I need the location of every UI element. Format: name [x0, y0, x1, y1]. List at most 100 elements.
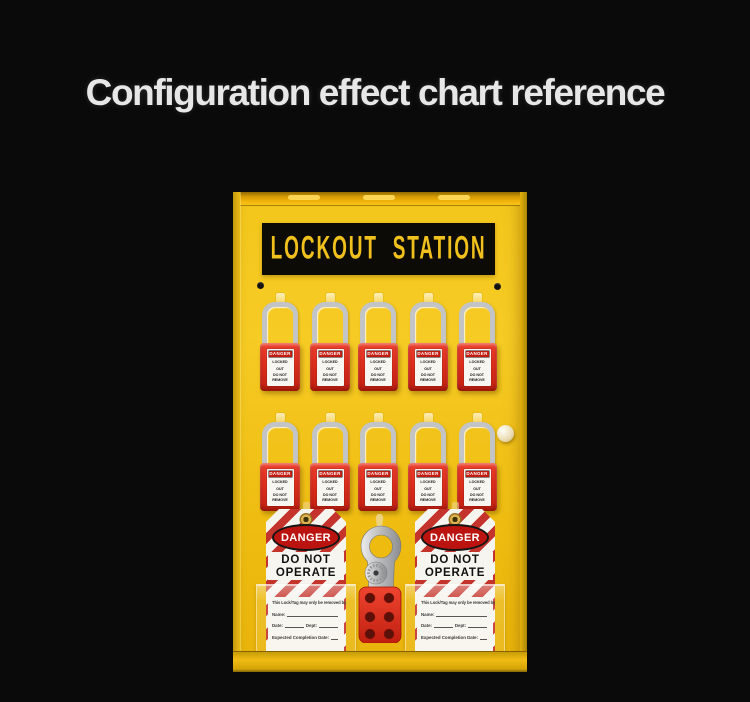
board-top-rail — [233, 192, 527, 205]
padlock-body: DANGER LOCKED OUT DO NOT REMOVE — [260, 343, 300, 391]
write-line — [284, 623, 304, 628]
tag-date-label: Date: — [421, 623, 432, 628]
tag-expected-field: Expected Completion Date: — [272, 635, 340, 640]
write-line — [319, 623, 338, 628]
hanger-hook-icon — [325, 413, 335, 426]
padlock-label-line: LOCKED — [322, 360, 338, 364]
write-line — [433, 623, 453, 628]
padlock-danger-header: DANGER — [366, 350, 390, 357]
tag-dept-label: Dept: — [455, 623, 466, 628]
tag-name-field: Name: — [421, 612, 489, 617]
padlock-danger-header: DANGER — [465, 470, 489, 477]
tag-line-1: DO NOT — [281, 554, 331, 566]
padlock-danger-header: DANGER — [366, 470, 390, 477]
lockout-banner: LOCKOUT STATION — [262, 223, 495, 275]
padlock-label-line: LOCKED — [469, 360, 485, 364]
write-line — [480, 635, 487, 640]
padlock: DANGER LOCKED OUT DO NOT REMOVE — [455, 413, 499, 511]
tag-expected-field: Expected Completion Date: — [421, 635, 489, 640]
page-title: Configuration effect chart reference — [85, 72, 666, 113]
padlock-label-line: LOCKED — [322, 480, 338, 484]
padlock-danger-header: DANGER — [268, 470, 292, 477]
tag-removed-by-text: This Lock/Tag may only be removed by: — [421, 600, 495, 605]
danger-tag: DANGER DO NOT OPERATE This Lock/Tag may … — [266, 509, 346, 653]
tag-dept-label: Dept: — [306, 623, 317, 628]
rail-highlight — [288, 195, 320, 200]
hanger-hook-icon — [275, 413, 285, 426]
padlock-label-line: OUT — [276, 366, 284, 371]
tag-do-not-operate: DO NOT OPERATE — [268, 552, 344, 580]
padlock-label-line: DO NOT REMOVE — [420, 373, 436, 383]
padlock-danger-header: DANGER — [268, 350, 292, 357]
padlock-label-line: DO NOT REMOVE — [370, 373, 386, 383]
write-line — [436, 612, 487, 617]
padlock-label: DANGER LOCKED OUT DO NOT REMOVE — [266, 468, 294, 506]
padlock-label: DANGER LOCKED OUT DO NOT REMOVE — [266, 348, 294, 386]
hanger-hook-icon — [423, 413, 433, 426]
write-line — [468, 623, 487, 628]
padlock-label-line: DO NOT REMOVE — [469, 493, 485, 503]
lockout-station-board: LOCKOUT STATION DANGER LOCKED OUT DO NOT… — [233, 192, 527, 672]
padlock-label: DANGER LOCKED OUT DO NOT REMOVE — [463, 468, 491, 506]
tag-danger-text: DANGER — [429, 531, 481, 544]
tag-expected-label: Expected Completion Date: — [421, 635, 478, 640]
padlock-label-line: LOCKED — [272, 480, 288, 484]
tag-grommet — [299, 513, 313, 526]
padlock-label-line: OUT — [326, 486, 334, 491]
board-bottom-rail — [233, 651, 527, 672]
padlock-label-line: LOCKED — [420, 360, 436, 364]
padlock-label: DANGER LOCKED OUT DO NOT REMOVE — [316, 468, 344, 506]
tag-line-2: OPERATE — [275, 567, 337, 579]
padlock-label-line: DO NOT REMOVE — [322, 373, 338, 383]
padlock-body: DANGER LOCKED OUT DO NOT REMOVE — [310, 343, 350, 391]
padlock-label-line: LOCKED — [370, 360, 386, 364]
padlock-label-line: LOCKED — [469, 480, 485, 484]
tag-hanger-hook — [303, 502, 310, 513]
tag-danger-text: DANGER — [280, 531, 332, 544]
hanger-hook-icon — [472, 413, 482, 426]
padlock-body: DANGER LOCKED OUT DO NOT REMOVE — [358, 463, 398, 511]
padlock-danger-header: DANGER — [416, 470, 440, 477]
hasp-holes — [364, 592, 395, 640]
padlock-shackle — [410, 422, 446, 469]
padlock-body: DANGER LOCKED OUT DO NOT REMOVE — [260, 463, 300, 511]
padlock-danger-header: DANGER — [416, 350, 440, 357]
lockout-hasp — [358, 514, 402, 643]
tag-writable-area: This Lock/Tag may only be removed by: Na… — [268, 597, 346, 651]
hanger-hook-icon — [423, 293, 433, 306]
tag-line-1: DO NOT — [430, 554, 480, 566]
tag-removed-by-text: This Lock/Tag may only be removed by: — [272, 600, 346, 605]
hasp-rivet-center — [373, 570, 379, 576]
padlock-shackle — [312, 422, 348, 469]
screw — [494, 283, 501, 290]
rail-highlight — [363, 195, 395, 200]
padlock-shackle — [459, 422, 495, 469]
board-left-wall — [233, 192, 240, 672]
padlock-label-line: OUT — [374, 486, 382, 491]
padlock-label-line: DO NOT REMOVE — [370, 493, 386, 503]
hanger-hook-icon — [275, 293, 285, 306]
padlock: DANGER LOCKED OUT DO NOT REMOVE — [258, 413, 302, 511]
tag-name-label: Name: — [272, 612, 285, 617]
padlock-danger-header: DANGER — [318, 350, 342, 357]
padlock-label-line: DO NOT REMOVE — [322, 493, 338, 503]
padlock-label: DANGER LOCKED OUT DO NOT REMOVE — [316, 348, 344, 386]
padlock-label-line: DO NOT REMOVE — [272, 373, 288, 383]
padlock: DANGER LOCKED OUT DO NOT REMOVE — [308, 413, 352, 511]
tag-line-2: OPERATE — [424, 567, 486, 579]
padlock: DANGER LOCKED OUT DO NOT REMOVE — [356, 293, 400, 391]
padlock-body: DANGER LOCKED OUT DO NOT REMOVE — [310, 463, 350, 511]
hasp-rivet-knurl — [367, 564, 385, 582]
padlock-label: DANGER LOCKED OUT DO NOT REMOVE — [414, 348, 442, 386]
padlock-shackle — [262, 422, 298, 469]
tag-grommet — [448, 513, 462, 526]
padlock-body: DANGER LOCKED OUT DO NOT REMOVE — [408, 343, 448, 391]
padlock: DANGER LOCKED OUT DO NOT REMOVE — [406, 293, 450, 391]
padlock-label-line: LOCKED — [420, 480, 436, 484]
tag-hanger-hook — [452, 502, 459, 513]
screw — [257, 282, 264, 289]
padlock-label-line: OUT — [424, 366, 432, 371]
padlock-body: DANGER LOCKED OUT DO NOT REMOVE — [408, 463, 448, 511]
padlock-label-line: OUT — [276, 486, 284, 491]
